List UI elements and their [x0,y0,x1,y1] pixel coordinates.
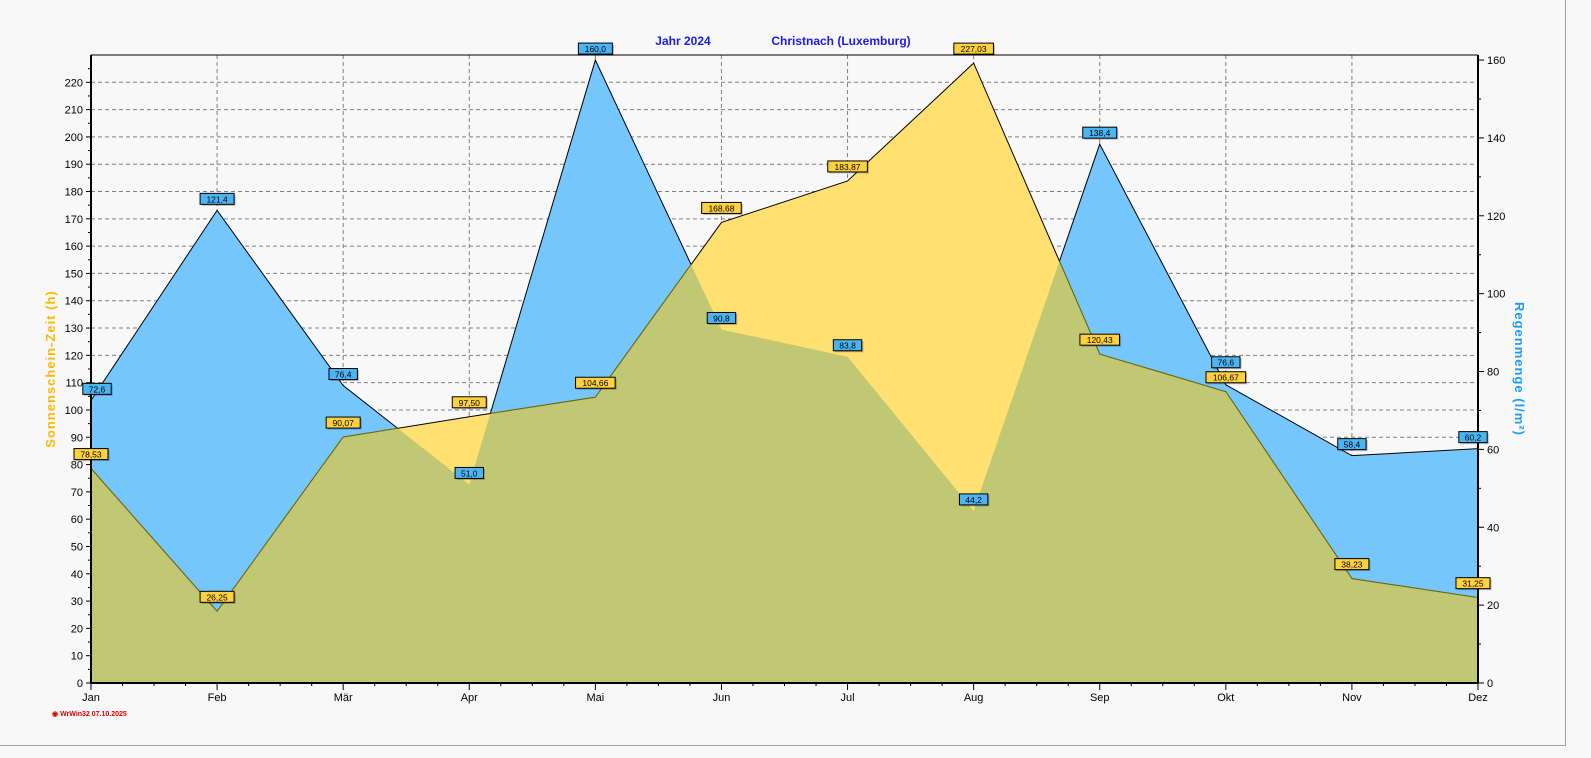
rain-data-label-box [706,311,737,324]
x-tick-label: Feb [208,692,227,704]
sunshine-data-label: 183,87 [835,162,861,172]
rain-data-label: 76,4 [335,370,352,380]
x-tick-label: Jun [713,692,731,704]
y2-tick-label: 40 [1487,522,1499,534]
x-tick-label: Mär [334,692,353,704]
rain-data-label: 121,4 [206,194,228,204]
sunshine-data-label-box [1455,577,1491,590]
y-tick-label: 80 [71,460,83,472]
y-tick-label: 50 [71,541,83,553]
chart-title-year: Jahr 2024 [655,34,711,48]
rain-data-label-box [1337,438,1367,451]
y-tick-label: 210 [65,105,83,117]
sunshine-data-label: 78,53 [80,450,102,460]
sunshine-data-label-box [73,448,109,461]
y-tick-label: 120 [65,350,83,362]
sunshine-data-label: 168,68 [708,203,734,213]
rain-data-label-box [328,368,358,381]
y-tick-label: 30 [71,596,83,608]
y2-tick-label: 120 [1487,211,1505,223]
y-tick-label: 200 [65,132,83,144]
x-tick-label: Nov [1342,692,1362,704]
y-tick-label: 100 [65,405,83,417]
sunshine-data-label: 227,03 [961,44,987,54]
x-tick-label: Dez [1468,692,1488,704]
y-tick-label: 150 [65,268,83,280]
y2-tick-label: 100 [1487,289,1505,301]
rain-data-label: 83,8 [839,341,856,351]
sunshine-data-label-box [827,160,868,173]
sunshine-data-label: 38,23 [1341,560,1363,570]
sunshine-data-label-box [1334,558,1370,571]
sunshine-data-label-box [1205,371,1247,384]
y-tick-label: 70 [71,487,83,499]
y2-tick-label: 0 [1487,678,1493,690]
x-tick-label: Okt [1217,692,1234,704]
y2-tick-label: 60 [1487,444,1499,456]
y-tick-label: 90 [71,432,83,444]
x-tick-label: Jan [82,692,100,704]
y2-tick-label: 20 [1487,600,1499,612]
chart-frame [0,0,1566,746]
x-tick-label: Apr [461,692,478,704]
sunshine-data-label-box [575,376,616,389]
y-tick-label: 130 [65,323,83,335]
rain-data-label: 76,6 [1218,358,1235,368]
sunshine-data-label: 104,66 [582,378,608,388]
footer-credit: ◉ WrWin32 07.10.2025 [52,711,127,718]
rain-data-label-box [1082,126,1118,139]
x-tick-label: Aug [964,692,984,704]
rain-data-label-box [958,493,989,506]
rain-data-label-box [577,42,613,55]
rain-data-label-box [1458,431,1488,444]
y-tick-label: 20 [71,623,83,635]
y-tick-label: 170 [65,214,83,226]
sunshine-data-label-box [199,590,235,603]
y-tick-label: 60 [71,514,83,526]
y-tick-label: 190 [65,159,83,171]
sunshine-data-label: 106,67 [1213,373,1239,383]
y-tick-label: 140 [65,296,83,308]
y-tick-label: 160 [65,241,83,253]
rain-data-label-box [1211,356,1241,369]
sunshine-data-label-box [701,201,742,214]
sunshine-data-label-box [451,396,487,409]
sunshine-data-label: 31,25 [1462,579,1484,589]
sunshine-data-label-box [953,42,994,55]
y-tick-label: 220 [65,77,83,89]
rain-data-label: 138,4 [1089,128,1111,138]
rain-data-label: 51,0 [461,468,478,478]
chart-title-station: Christnach (Luxemburg) [771,34,910,48]
y-tick-label: 180 [65,187,83,199]
sunshine-data-label: 120,43 [1087,335,1113,345]
rain-data-label-box [832,339,863,352]
rain-data-label-box [454,466,484,479]
sunshine-data-label-box [1079,333,1121,346]
x-tick-label: Jul [841,692,855,704]
sunshine-data-label: 26,25 [206,592,228,602]
y2-tick-label: 160 [1487,55,1505,67]
sunshine-data-label: 90,07 [333,418,355,428]
sunshine-data-label: 97,50 [459,398,481,408]
rain-data-label: 72,6 [89,384,106,394]
y-tick-label: 0 [77,678,83,690]
y2-tick-label: 140 [1487,133,1505,145]
sunshine-data-label-box [325,416,361,429]
x-tick-label: Mai [586,692,604,704]
rain-data-label-box [199,192,235,205]
y2-axis-label: Regenmenge (l/m²) [1512,302,1527,436]
y-tick-label: 110 [65,378,83,390]
y-tick-label: 40 [71,569,83,581]
rain-data-label: 58,4 [1344,440,1361,450]
x-tick-label: Sep [1090,692,1110,704]
rain-data-label-box [82,382,112,395]
y-tick-label: 10 [71,651,83,663]
rain-data-label: 60,2 [1465,433,1482,443]
y-axis-label: Sonnenschein-Zeit (h) [43,290,58,448]
y2-tick-label: 80 [1487,367,1499,379]
rain-data-label: 44,2 [965,495,982,505]
rain-data-label: 160,0 [585,44,607,54]
rain-data-label: 90,8 [713,313,730,323]
